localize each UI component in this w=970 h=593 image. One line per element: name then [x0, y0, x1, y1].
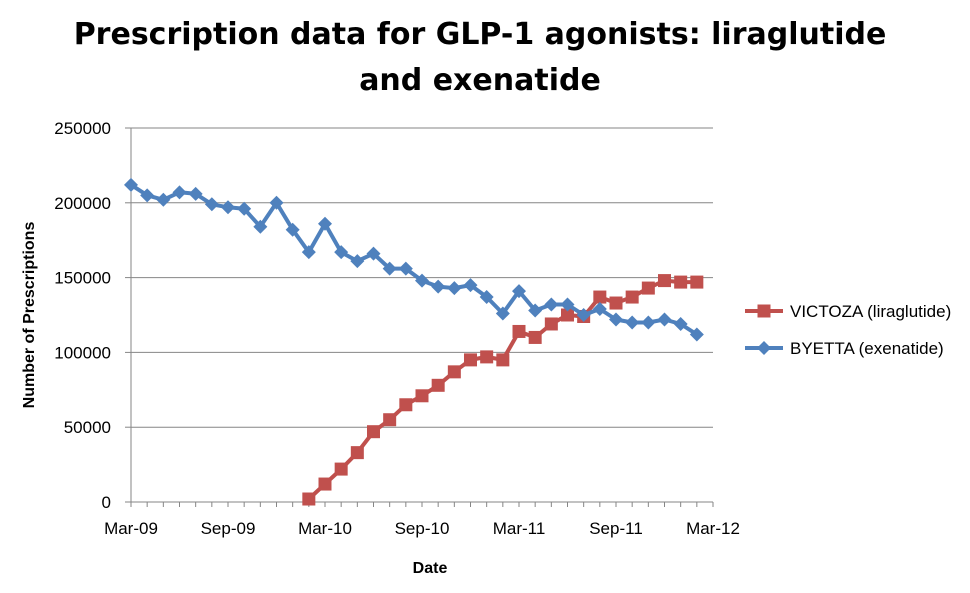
data-point	[367, 425, 380, 439]
data-point	[674, 275, 688, 289]
y-tick-label: 100000	[54, 343, 111, 362]
data-point	[593, 290, 607, 304]
data-point	[172, 185, 187, 200]
x-tick-label: Mar-09	[104, 519, 158, 538]
data-point	[415, 273, 429, 288]
data-point	[399, 398, 413, 412]
data-point	[447, 281, 462, 296]
data-point	[188, 186, 203, 201]
chart-title-line-1: Prescription data for GLP-1 agonists: li…	[73, 17, 887, 52]
y-tick-label: 250000	[54, 119, 111, 138]
data-point	[398, 261, 413, 276]
data-point	[382, 261, 397, 276]
legend-marker	[757, 341, 771, 355]
data-point	[561, 308, 574, 322]
legend-marker	[757, 304, 771, 318]
y-axis-ticks: 0 50000 100000 150000 200000 250000	[54, 119, 131, 512]
x-tick-label: Sep-11	[589, 519, 643, 538]
data-point	[253, 219, 268, 234]
data-point	[431, 279, 446, 294]
data-point	[625, 315, 640, 330]
chart-title-line-2: and exenatide	[359, 63, 601, 98]
data-point	[689, 327, 704, 342]
legend-entry: VICTOZA (liraglutide)	[790, 302, 951, 321]
legend-entry: BYETTA (exenatide)	[790, 339, 944, 358]
data-point	[592, 302, 607, 317]
data-point	[657, 312, 672, 327]
chart-title: Prescription data for GLP-1 agonists: li…	[60, 12, 900, 104]
data-point	[609, 296, 623, 310]
data-point	[496, 353, 510, 367]
x-axis-label: Date	[413, 560, 448, 577]
data-point	[447, 365, 461, 379]
data-point	[544, 317, 558, 331]
data-point	[528, 303, 543, 318]
data-point	[140, 188, 155, 203]
data-point	[658, 274, 671, 288]
data-point	[366, 246, 381, 261]
data-point	[431, 378, 445, 392]
data-point	[528, 330, 542, 344]
data-point	[512, 324, 526, 338]
data-point	[512, 284, 526, 299]
data-point	[334, 462, 348, 476]
x-tick-label: Mar-12	[686, 519, 740, 538]
legend: VICTOZA (liraglutide) BYETTA (exenatide)	[745, 302, 951, 358]
y-axis-label: Number of Prescriptions	[21, 222, 38, 409]
data-point	[690, 275, 704, 289]
data-point	[415, 389, 429, 403]
x-axis-ticks: Mar-09 Sep-09 Mar-10 Sep-10 Mar-11 Sep-11 Mar-…	[104, 502, 740, 538]
data-point	[350, 446, 364, 460]
data-point	[318, 216, 332, 231]
x-tick-label: Sep-10	[395, 519, 450, 538]
data-point	[269, 195, 284, 210]
data-point	[641, 281, 655, 295]
data-point	[383, 413, 397, 427]
data-point	[544, 297, 559, 312]
data-point	[673, 316, 688, 331]
data-point	[464, 353, 477, 367]
y-tick-label: 150000	[54, 269, 111, 288]
data-point	[609, 312, 623, 327]
data-point	[641, 315, 656, 330]
data-point	[495, 306, 510, 321]
x-tick-label: Sep-09	[201, 519, 256, 538]
data-point	[156, 192, 171, 207]
data-point	[350, 254, 365, 269]
data-point	[204, 197, 219, 212]
data-point	[237, 201, 252, 216]
data-point	[576, 308, 591, 322]
data-point	[124, 177, 138, 192]
data-point	[301, 245, 316, 260]
y-tick-label: 50000	[64, 418, 111, 437]
series-layer	[124, 177, 704, 506]
y-tick-label: 0	[102, 493, 111, 512]
y-tick-label: 200000	[54, 194, 111, 213]
data-point	[334, 245, 349, 260]
data-point	[479, 290, 494, 305]
x-tick-label: Mar-11	[493, 519, 546, 538]
series-victoza	[302, 274, 704, 506]
data-point	[221, 200, 235, 215]
data-point	[302, 492, 316, 506]
data-point	[463, 278, 478, 293]
data-point	[560, 297, 575, 312]
x-tick-label: Mar-10	[298, 519, 352, 538]
data-point	[318, 477, 332, 491]
data-point	[480, 350, 494, 364]
series-byetta	[124, 177, 704, 342]
data-point	[625, 290, 639, 304]
data-point	[285, 222, 300, 237]
